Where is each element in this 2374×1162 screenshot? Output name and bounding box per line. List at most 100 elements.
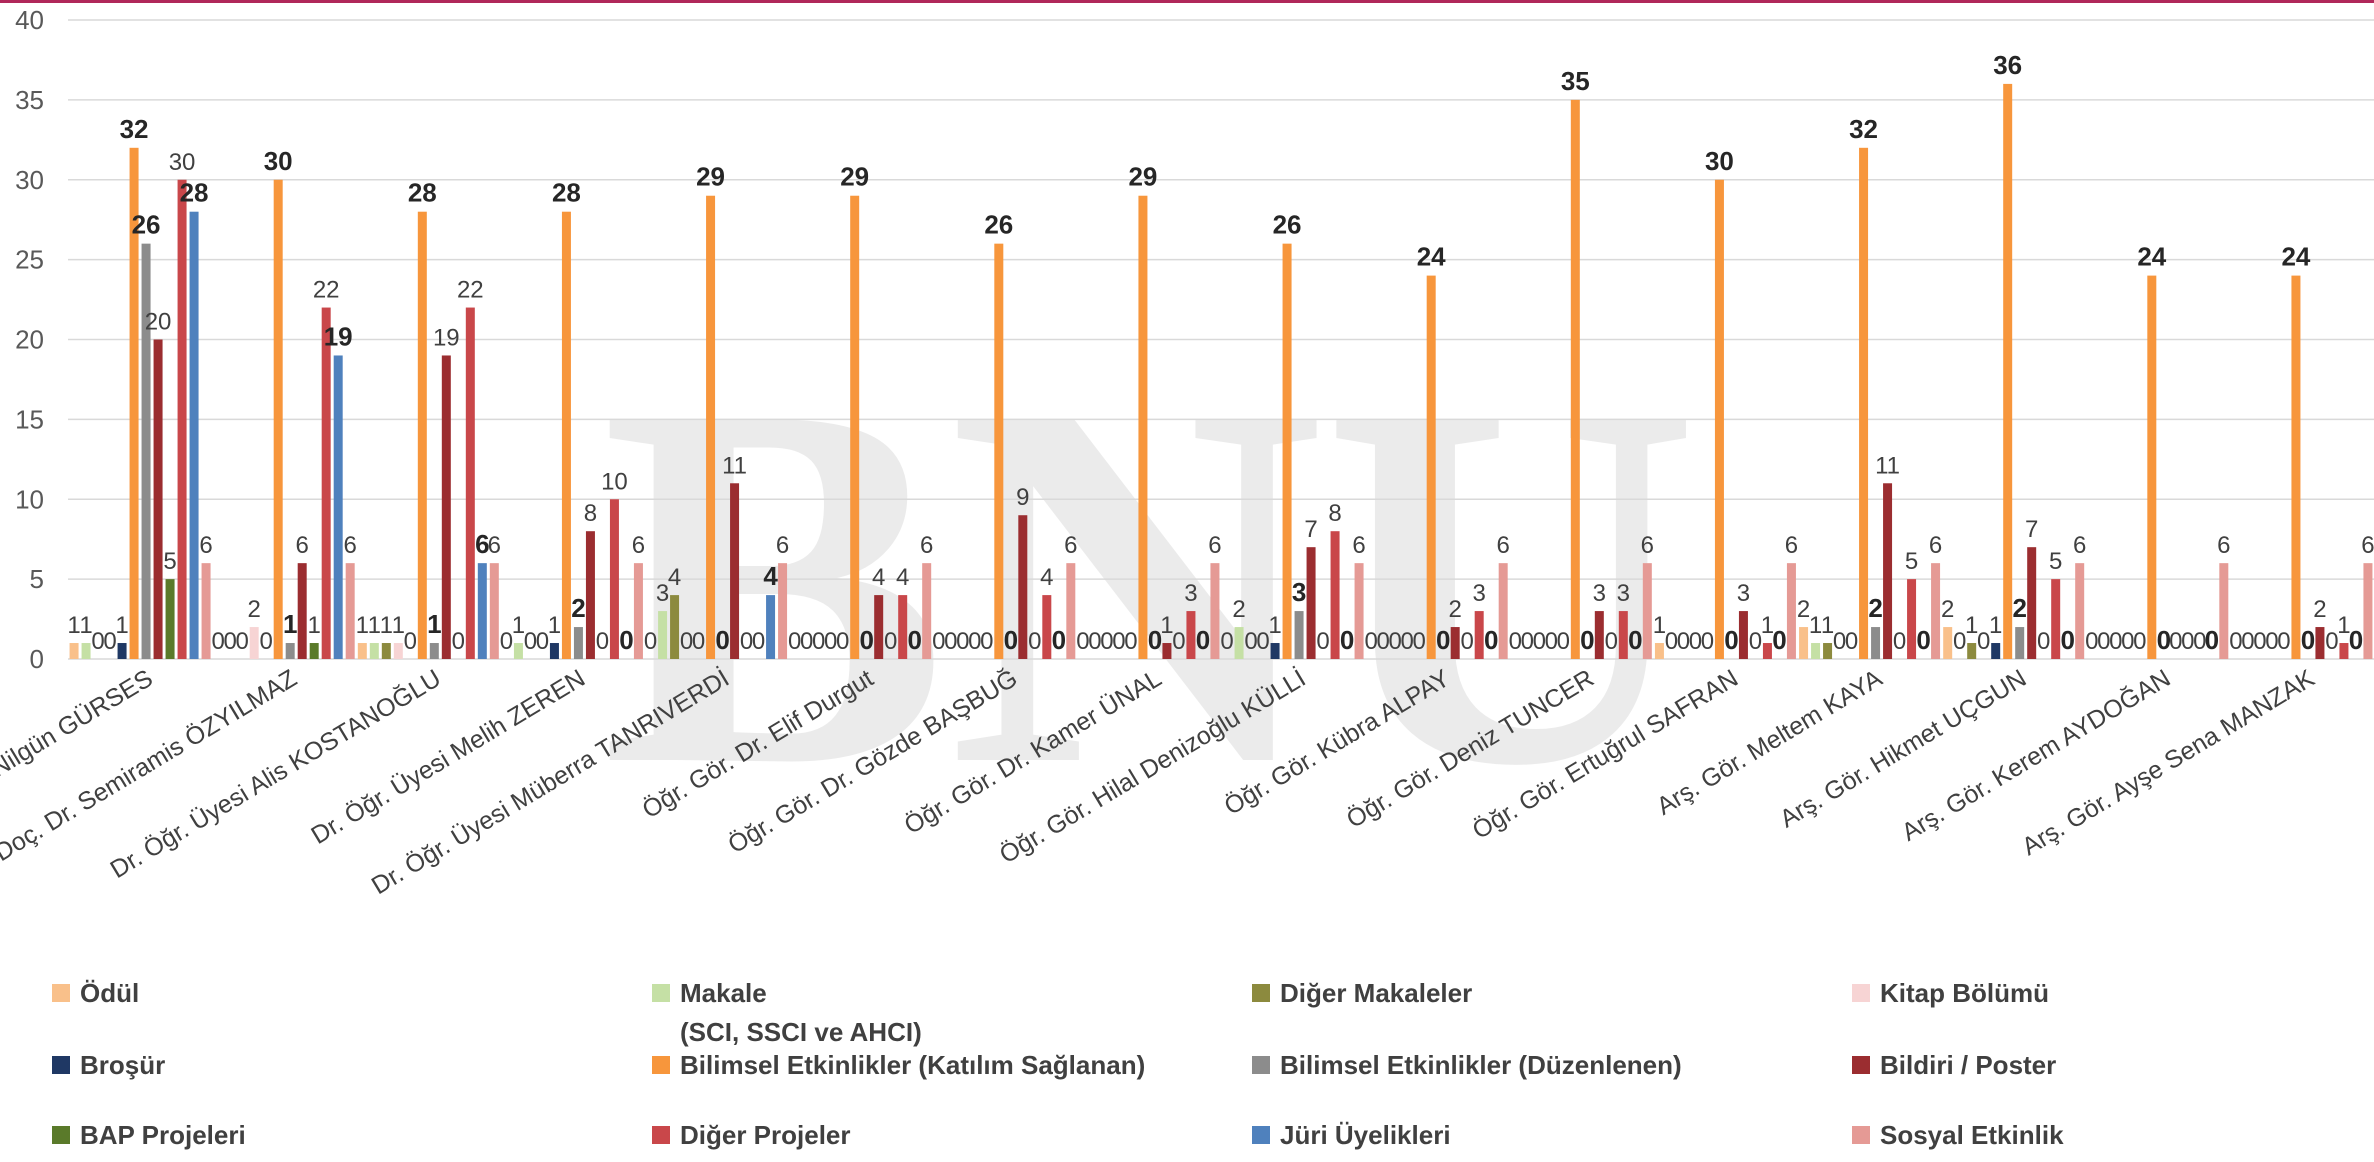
data-label: 0 bbox=[1389, 628, 1402, 655]
y-tick-label: 10 bbox=[15, 484, 44, 514]
data-label: 0 bbox=[2060, 625, 2074, 655]
data-label: 6 bbox=[488, 532, 501, 559]
data-label: 0 bbox=[1461, 628, 1474, 655]
y-tick-label: 35 bbox=[15, 85, 44, 115]
data-label: 29 bbox=[1128, 162, 1157, 192]
data-label: 1 bbox=[380, 612, 393, 639]
data-label: 1 bbox=[368, 612, 381, 639]
bar bbox=[1618, 611, 1628, 659]
data-label: 19 bbox=[433, 324, 460, 351]
data-label: 2 bbox=[1941, 596, 1954, 623]
data-label: 0 bbox=[2133, 628, 2146, 655]
legend-swatch bbox=[52, 1056, 70, 1074]
bar bbox=[1270, 643, 1280, 659]
data-label: 2 bbox=[1449, 596, 1462, 623]
data-label: 29 bbox=[840, 162, 869, 192]
bar bbox=[513, 643, 523, 659]
data-label: 6 bbox=[1641, 532, 1654, 559]
data-label: 32 bbox=[1849, 114, 1878, 144]
data-label: 28 bbox=[180, 178, 209, 208]
bar bbox=[285, 643, 295, 659]
legend-label: Jüri Üyelikleri bbox=[1280, 1120, 1451, 1150]
data-label: 30 bbox=[1705, 146, 1734, 176]
bar bbox=[2219, 563, 2229, 659]
bar bbox=[1762, 643, 1772, 659]
data-label: 26 bbox=[1273, 210, 1302, 240]
data-label: 0 bbox=[812, 628, 825, 655]
legend-label: Makale bbox=[680, 978, 767, 1008]
data-label: 6 bbox=[199, 532, 212, 559]
bar bbox=[357, 643, 367, 659]
data-label: 6 bbox=[920, 532, 933, 559]
bar bbox=[549, 643, 559, 659]
data-label: 6 bbox=[296, 532, 309, 559]
data-label: 2 bbox=[1797, 596, 1810, 623]
data-label: 6 bbox=[1064, 532, 1077, 559]
data-label: 0 bbox=[692, 628, 705, 655]
data-label: 0 bbox=[932, 628, 945, 655]
data-label: 0 bbox=[944, 628, 957, 655]
bar bbox=[1042, 595, 1052, 659]
data-label: 30 bbox=[169, 149, 196, 176]
data-label: 0 bbox=[2097, 628, 2110, 655]
data-label: 0 bbox=[500, 628, 513, 655]
legend-swatch bbox=[52, 984, 70, 1002]
bar bbox=[1450, 627, 1460, 659]
data-label: 7 bbox=[1304, 516, 1317, 543]
data-label: 20 bbox=[145, 309, 172, 336]
data-label: 0 bbox=[1401, 628, 1414, 655]
data-label: 0 bbox=[1340, 625, 1354, 655]
data-label: 0 bbox=[1689, 628, 1702, 655]
data-label: 6 bbox=[344, 532, 357, 559]
bar bbox=[561, 211, 571, 659]
data-label: 0 bbox=[1557, 628, 1570, 655]
data-label: 28 bbox=[408, 178, 437, 208]
data-label: 0 bbox=[968, 628, 981, 655]
bar bbox=[1786, 563, 1796, 659]
data-label: 0 bbox=[1244, 628, 1257, 655]
data-label: 11 bbox=[1875, 452, 1900, 479]
data-label: 0 bbox=[980, 628, 993, 655]
bar bbox=[2075, 563, 2085, 659]
data-label: 0 bbox=[1052, 625, 1066, 655]
data-label: 0 bbox=[1628, 625, 1642, 655]
data-label: 1 bbox=[2337, 612, 2350, 639]
data-label: 0 bbox=[1509, 628, 1522, 655]
data-label: 0 bbox=[2085, 628, 2098, 655]
legend-swatch bbox=[52, 1126, 70, 1144]
data-label: 0 bbox=[1316, 628, 1329, 655]
data-label: 6 bbox=[2361, 532, 2374, 559]
data-label: 0 bbox=[524, 628, 537, 655]
data-label: 0 bbox=[619, 625, 633, 655]
data-label: 0 bbox=[1749, 628, 1762, 655]
bar bbox=[1282, 243, 1292, 659]
bar bbox=[1642, 563, 1652, 659]
y-tick-label: 40 bbox=[15, 5, 44, 35]
bar bbox=[994, 243, 1004, 659]
data-label: 0 bbox=[788, 628, 801, 655]
data-label: 1 bbox=[283, 609, 297, 639]
bar bbox=[1426, 275, 1436, 659]
data-label: 1 bbox=[1160, 612, 1173, 639]
data-label: 0 bbox=[1724, 625, 1738, 655]
data-label: 3 bbox=[1593, 580, 1606, 607]
bar bbox=[141, 243, 151, 659]
data-label: 0 bbox=[224, 628, 237, 655]
bar bbox=[489, 563, 499, 659]
data-label: 0 bbox=[907, 625, 921, 655]
data-label: 1 bbox=[1653, 612, 1666, 639]
bar bbox=[1594, 611, 1604, 659]
data-label: 0 bbox=[2121, 628, 2134, 655]
data-label: 2 bbox=[248, 596, 261, 623]
bar bbox=[898, 595, 908, 659]
data-label: 19 bbox=[324, 321, 353, 351]
bar bbox=[2339, 643, 2349, 659]
grid-lines bbox=[68, 19, 2374, 660]
data-label: 6 bbox=[2217, 532, 2230, 559]
data-label: 26 bbox=[132, 210, 161, 240]
bar bbox=[429, 643, 439, 659]
bar bbox=[730, 483, 740, 659]
bar bbox=[1018, 515, 1028, 659]
data-label: 0 bbox=[212, 628, 225, 655]
bar bbox=[2051, 579, 2061, 659]
